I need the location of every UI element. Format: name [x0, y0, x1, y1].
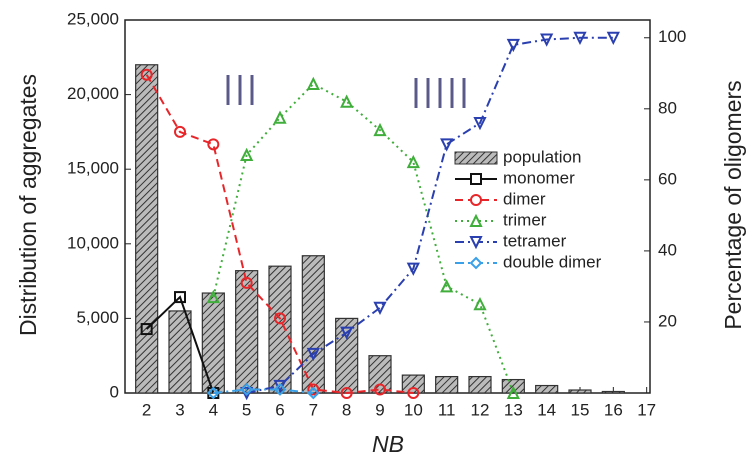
x-tick-label: 10: [404, 400, 423, 419]
y2-axis-label: Percentage of oligomers: [720, 80, 746, 329]
series-line: [213, 388, 314, 394]
y-tick-label: 5,000: [76, 308, 119, 327]
y2-tick-label: 100: [658, 27, 686, 46]
y-tick-label: 20,000: [67, 84, 119, 103]
series-line: [145, 74, 414, 395]
y2-tick-label: 20: [658, 311, 677, 330]
marker: [506, 385, 520, 399]
x-tick-label: 7: [309, 400, 318, 419]
x-tick-label: 12: [471, 400, 490, 419]
legend-marker: [469, 213, 483, 227]
x-tick-label: 11: [438, 400, 456, 419]
marker: [573, 31, 587, 45]
legend-marker: [470, 173, 482, 185]
legend-label: monomer: [503, 168, 575, 187]
bar: [168, 310, 192, 394]
marker: [274, 312, 286, 325]
ladder-icon: [226, 75, 466, 108]
bar: [135, 64, 159, 394]
marker: [540, 33, 554, 47]
x-tick-label: 5: [242, 400, 251, 419]
marker: [306, 386, 320, 400]
marker: [506, 38, 520, 53]
marker: [440, 138, 454, 152]
marker: [373, 122, 387, 137]
x-axis-label: NB: [372, 431, 404, 457]
legend-marker: [469, 236, 483, 250]
x-tick-label: 6: [275, 400, 284, 419]
marker: [140, 68, 153, 81]
marker: [406, 262, 420, 276]
series-line: [145, 295, 215, 394]
marker: [340, 387, 353, 399]
legend-label: double dimer: [503, 252, 602, 271]
bar: [601, 390, 625, 394]
bar: [535, 384, 559, 394]
marker: [340, 326, 354, 340]
y-tick-label: 15,000: [67, 159, 119, 178]
x-tick-label: 4: [209, 400, 218, 419]
marker: [273, 110, 287, 124]
legend-label: dimer: [503, 189, 546, 208]
bar: [201, 292, 225, 394]
marker: [207, 138, 220, 151]
bar: [268, 265, 292, 394]
marker: [206, 289, 220, 304]
legend-label: trimer: [503, 210, 547, 229]
y-axis-label: Distribution of aggregates: [15, 74, 41, 336]
y-tick-label: 25,000: [67, 9, 119, 28]
marker: [307, 383, 320, 396]
marker: [273, 383, 287, 396]
y-tick-label: 0: [110, 382, 119, 401]
x-tick-label: 8: [342, 400, 351, 419]
marker: [240, 383, 254, 396]
marker: [407, 387, 420, 399]
bar: [235, 270, 259, 394]
marker: [206, 386, 220, 400]
legend-label: population: [503, 147, 581, 166]
marker: [406, 154, 420, 169]
x-tick-label: 15: [571, 400, 590, 419]
x-tick-label: 17: [637, 400, 656, 419]
series-line: [246, 36, 614, 394]
marker: [473, 296, 487, 311]
x-tick-label: 13: [504, 400, 523, 419]
legend-marker: [470, 194, 482, 206]
bar: [335, 317, 359, 394]
marker: [240, 147, 254, 161]
legend-marker: [469, 256, 483, 270]
bar: [368, 355, 392, 394]
x-tick-label: 9: [375, 400, 384, 419]
marker: [140, 323, 153, 336]
bar: [468, 375, 492, 394]
legend-label: tetramer: [503, 231, 567, 250]
marker: [473, 117, 487, 131]
marker: [373, 301, 387, 315]
marker: [174, 125, 186, 138]
marker: [606, 31, 620, 45]
y2-tick-label: 60: [658, 169, 677, 188]
bar: [401, 374, 425, 394]
y2-tick-label: 80: [658, 98, 677, 117]
y2-tick-label: 40: [658, 240, 677, 259]
y-tick-label: 10,000: [67, 233, 119, 252]
x-tick-label: 16: [604, 400, 623, 419]
marker: [240, 276, 253, 289]
marker: [174, 291, 186, 304]
legend-swatch: [454, 151, 498, 165]
x-tick-label: 14: [537, 400, 556, 419]
marker: [374, 383, 386, 396]
bar: [568, 389, 592, 394]
marker: [340, 94, 354, 108]
x-tick-label: 2: [142, 400, 151, 419]
marker: [440, 279, 454, 293]
x-tick-label: 3: [175, 400, 184, 419]
marker: [306, 76, 320, 90]
marker: [306, 347, 320, 362]
bar: [435, 375, 459, 394]
